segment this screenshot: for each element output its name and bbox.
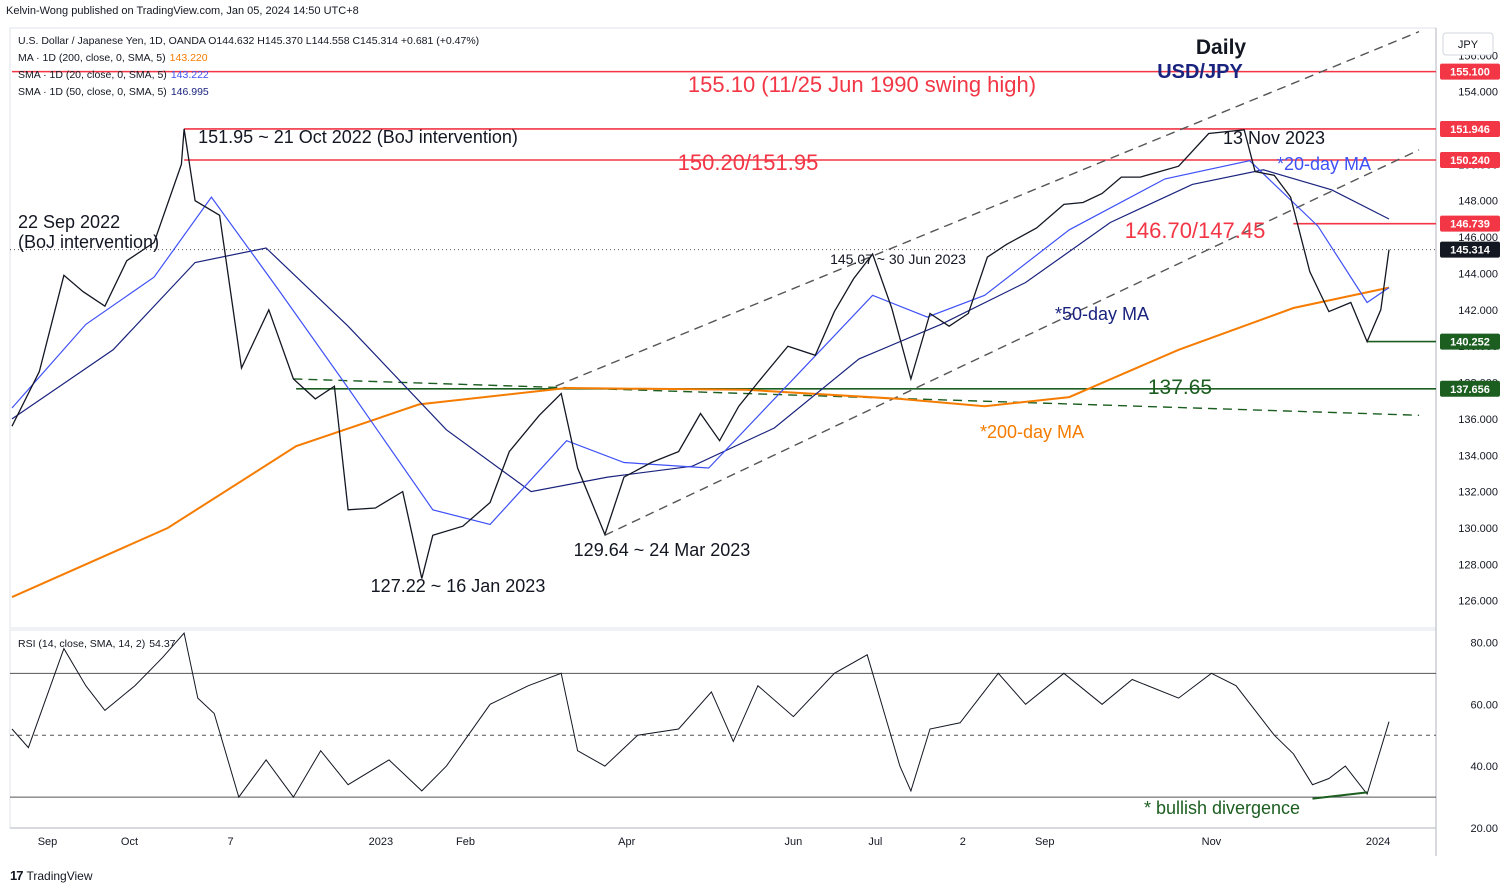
price-label-box: [1440, 333, 1500, 350]
price-label-box: [1440, 215, 1500, 232]
time-tick-label: 7: [228, 836, 234, 848]
price-tick-label: 142.000: [1458, 305, 1498, 317]
rsi-tick-label: 60.00: [1470, 699, 1498, 711]
rsi-tick-label: 80.00: [1470, 637, 1498, 649]
annotation-text: 150.20/151.95: [678, 150, 819, 175]
annotation-text: 151.95 ~ 21 Oct 2022 (BoJ intervention): [198, 127, 518, 147]
tradingview-logo-icon: 17: [10, 868, 24, 883]
time-tick-label: Jul: [868, 836, 882, 848]
price-label-box: [1440, 63, 1500, 80]
price-label-text: 140.252: [1450, 337, 1490, 349]
legend-ma200-value: 143.220: [169, 52, 208, 64]
price-line: [11, 128, 1390, 579]
time-tick-label: Sep: [38, 836, 58, 848]
price-pane: [9, 27, 1437, 629]
annotation-text: *50-day MA: [1055, 304, 1149, 324]
time-tick-label: Jun: [785, 836, 803, 848]
currency-label: JPY: [1458, 39, 1479, 51]
annotation-text: *20-day MA: [1277, 154, 1371, 174]
price-label-text: 151.946: [1450, 124, 1490, 136]
annotation-text: 22 Sep 2022: [18, 212, 120, 232]
annotation-text: 129.64 ~ 24 Mar 2023: [574, 540, 751, 560]
footer[interactable]: 17 TradingView: [10, 868, 93, 883]
legend-sma50[interactable]: SMA · 1D (50, close, 0, SMA, 5) 146.995: [18, 86, 209, 98]
price-label-text: 145.314: [1450, 245, 1491, 257]
time-tick-label: 2023: [369, 836, 393, 848]
price-label-text: 137.656: [1450, 384, 1490, 396]
time-tick-label: Nov: [1202, 836, 1222, 848]
legend-symbol: U.S. Dollar / Japanese Yen, 1D, OANDA O1…: [18, 35, 479, 47]
price-tick-label: 136.000: [1458, 414, 1498, 426]
rsi-line: [11, 632, 1390, 799]
legend-sma20-label: SMA · 1D (20, close, 0, SMA, 5): [18, 69, 167, 81]
price-tick-label: 144.000: [1458, 268, 1498, 280]
legend-sma20-value: 143.222: [170, 69, 209, 81]
annotation-text: 137.65: [1148, 376, 1212, 399]
price-tick-label: 148.000: [1458, 196, 1498, 208]
channel-line: [555, 30, 1420, 387]
legend-rsi-value: 54.37: [149, 638, 176, 650]
ma200-line: [11, 286, 1390, 599]
price-label-text: 155.100: [1450, 67, 1490, 79]
price-tick-label: 128.000: [1458, 559, 1498, 571]
currency-box: [1442, 32, 1494, 56]
annotation-text: Daily: [1196, 36, 1247, 59]
annotation-text: * bullish divergence: [1144, 798, 1300, 818]
price-label-text: 150.240: [1450, 155, 1490, 167]
legend-rsi-label: RSI (14, close, SMA, 14, 2): [18, 638, 146, 650]
legend-sma50-label: SMA · 1D (50, close, 0, SMA, 5): [18, 86, 167, 98]
sma50-line: [11, 169, 1390, 493]
price-tick-label: 130.000: [1458, 523, 1498, 535]
annotation-text: 146.70/147.45: [1125, 218, 1266, 243]
annotation-text: 127.22 ~ 16 Jan 2023: [371, 576, 546, 596]
annotation-text: 145.07 ~ 30 Jun 2023: [830, 251, 966, 267]
rsi-tick-label: 40.00: [1470, 761, 1498, 773]
price-tick-label: 146.000: [1458, 232, 1498, 244]
annotation-text: 155.10 (11/25 Jun 1990 swing high): [688, 72, 1036, 97]
published-header: Kelvin-Wong published on TradingView.com…: [6, 5, 359, 17]
time-tick-label: 2024: [1366, 836, 1390, 848]
rsi-divergence-line: [1312, 791, 1368, 800]
annotation-text: (BoJ intervention): [18, 232, 159, 252]
legend-symbol-text: U.S. Dollar / Japanese Yen, 1D, OANDA O1…: [18, 35, 480, 47]
legend-ma200[interactable]: MA · 1D (200, close, 0, SMA, 5) 143.220: [18, 52, 208, 64]
rsi-tick-label: 20.00: [1470, 823, 1498, 835]
price-label-box: [1440, 380, 1500, 397]
time-tick-label: Sep: [1035, 836, 1055, 848]
price-tick-label: 132.000: [1458, 487, 1498, 499]
channel-line: [604, 149, 1420, 536]
time-tick-label: Feb: [456, 836, 475, 848]
annotation-text: 13 Nov 2023: [1223, 128, 1325, 148]
time-tick-label: 2: [960, 836, 966, 848]
annotation-text: *200-day MA: [980, 422, 1084, 442]
legend-rsi[interactable]: RSI (14, close, SMA, 14, 2) 54.37: [18, 638, 176, 650]
sma20-line: [11, 160, 1390, 526]
legend-ma200-label: MA · 1D (200, close, 0, SMA, 5): [18, 52, 166, 64]
price-tick-label: 134.000: [1458, 450, 1498, 462]
price-label-box: [1440, 152, 1500, 168]
time-tick-label: Apr: [618, 836, 635, 848]
price-label-box: [1440, 120, 1500, 137]
time-tick-label: Oct: [121, 836, 138, 848]
legend-sma20[interactable]: SMA · 1D (20, close, 0, SMA, 5) 143.222: [18, 69, 209, 81]
footer-brand: TradingView: [26, 868, 93, 883]
price-label-box: [1440, 241, 1500, 258]
annotation-text: USD/JPY: [1157, 61, 1243, 83]
legend-sma50-value: 146.995: [170, 86, 209, 98]
price-tick-label: 154.000: [1458, 87, 1498, 99]
price-label-text: 146.739: [1450, 219, 1490, 231]
price-tick-label: 126.000: [1458, 596, 1498, 608]
